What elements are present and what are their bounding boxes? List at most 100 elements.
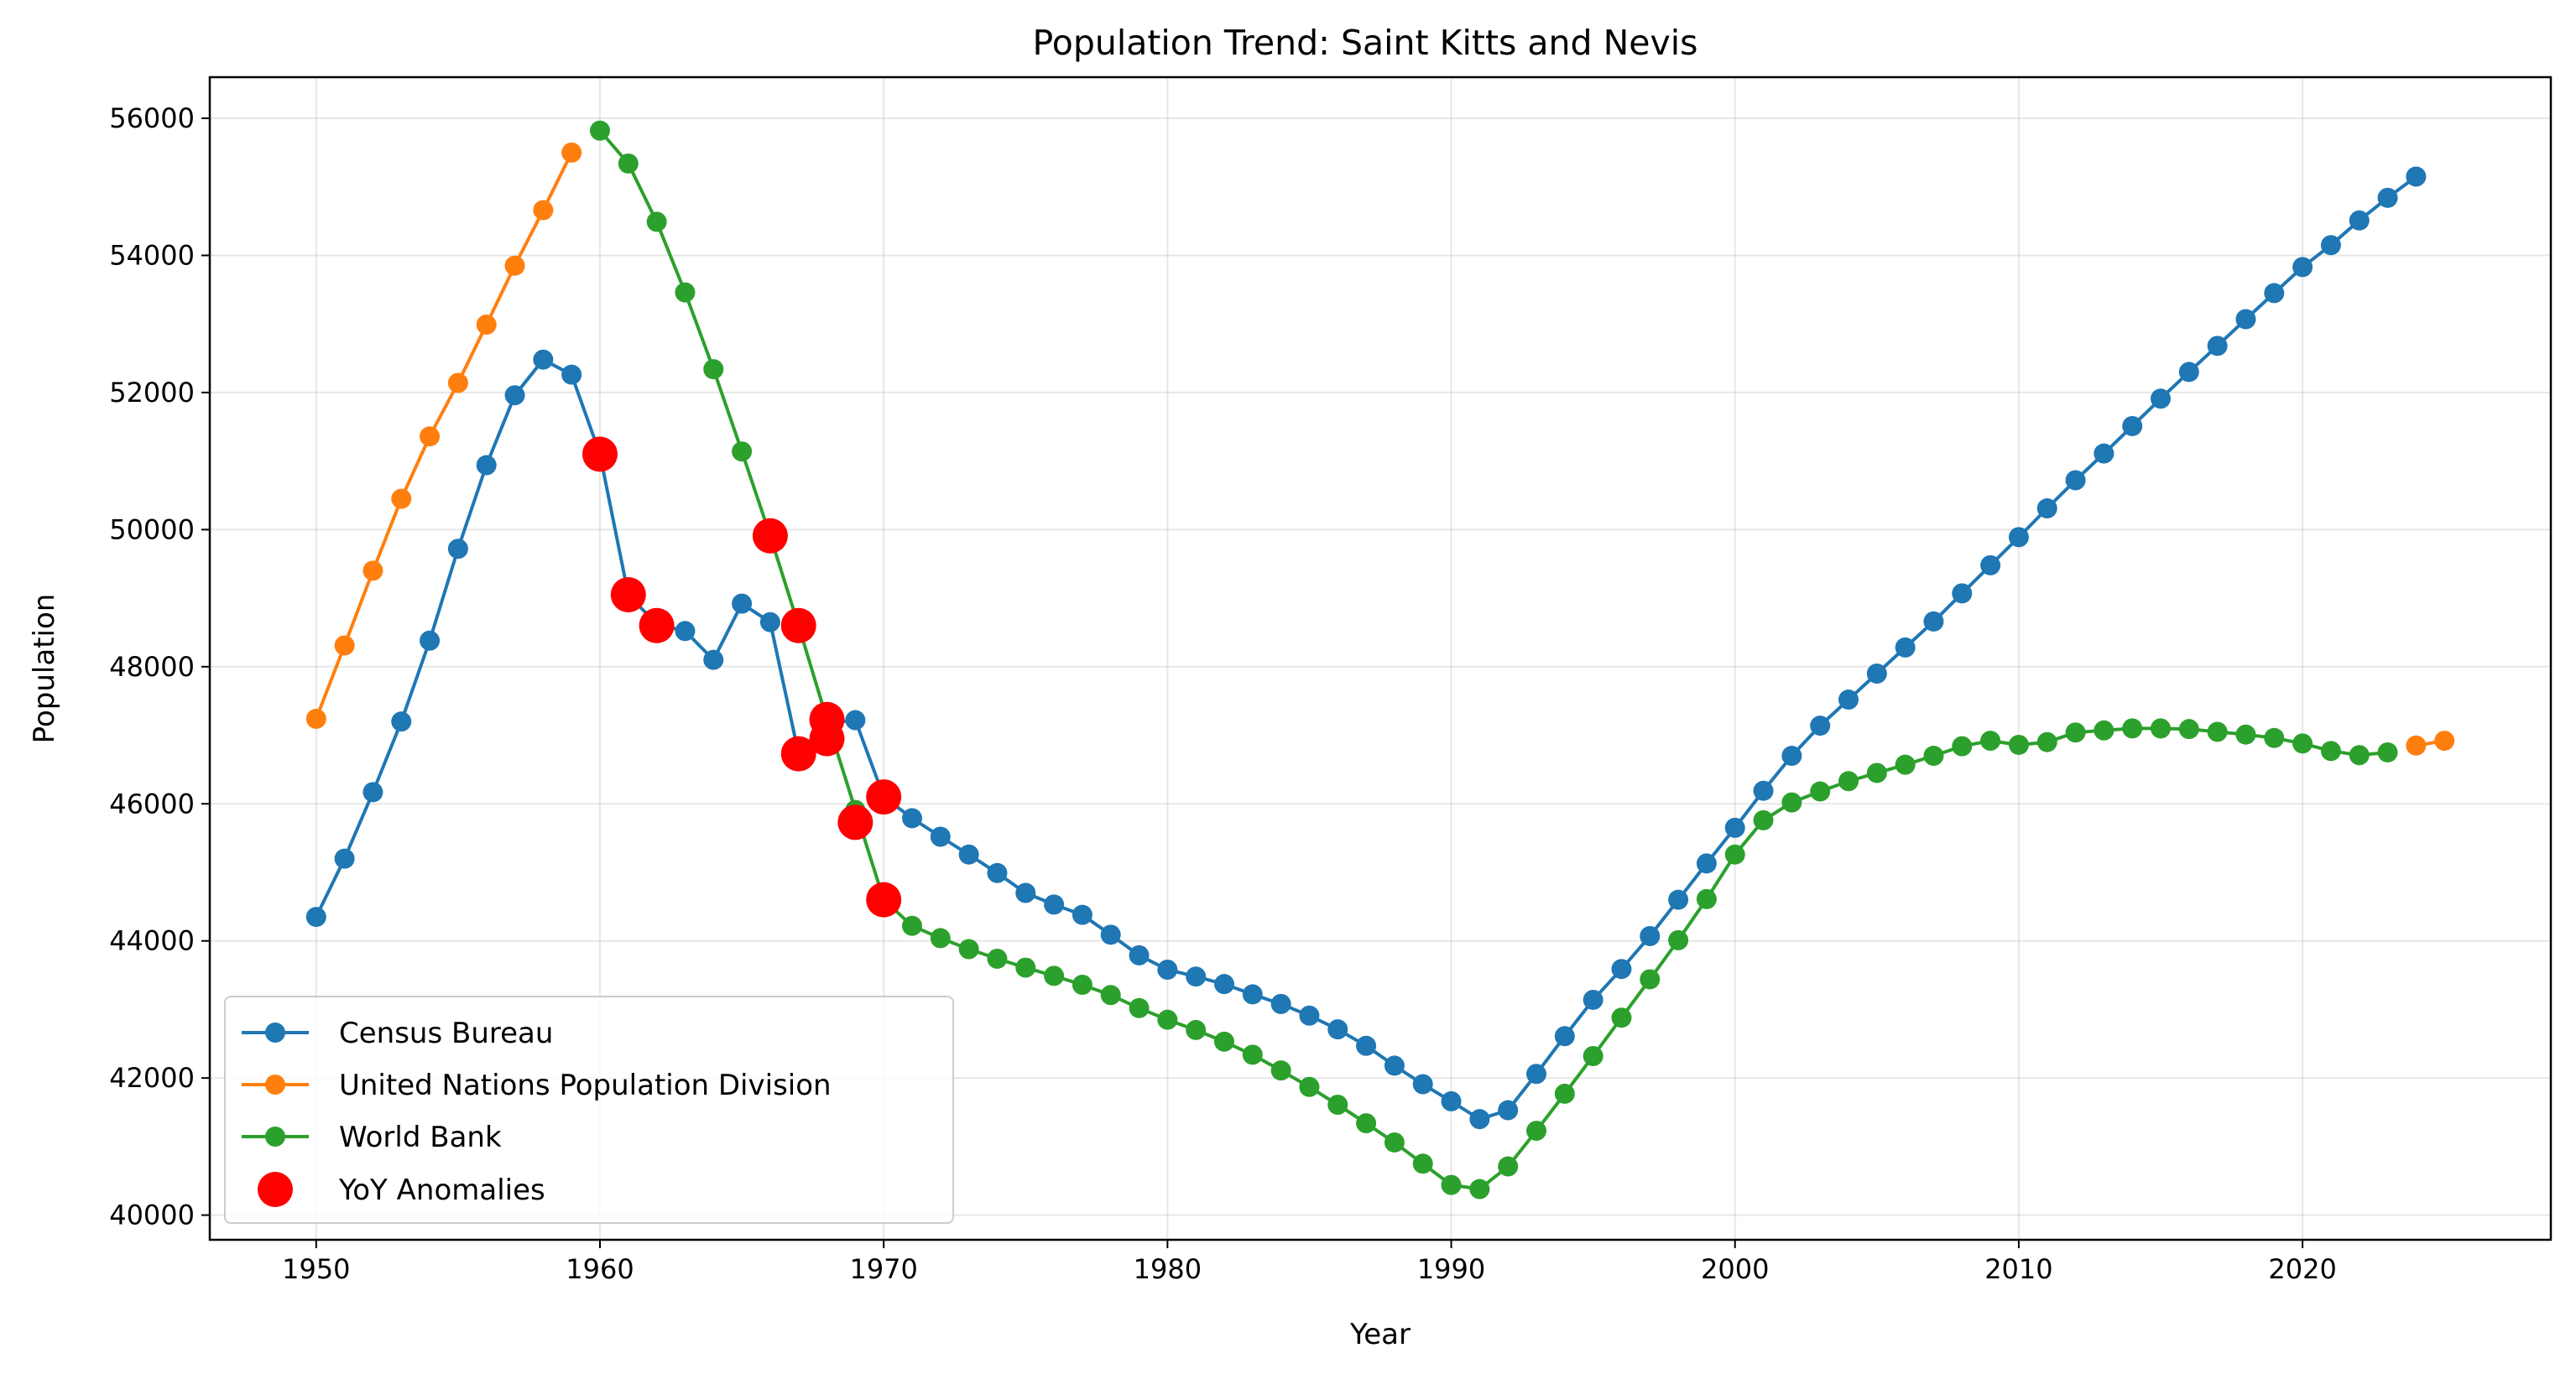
plot-frame xyxy=(208,75,2553,1241)
data-point xyxy=(590,120,610,141)
y-axis-title: Population xyxy=(28,594,61,744)
legend-item-united-nations-population-division: United Nations Population Division xyxy=(242,1069,832,1102)
data-point xyxy=(334,848,355,869)
data-point xyxy=(334,635,355,656)
data-point xyxy=(1044,894,1065,915)
legend-label: United Nations Population Division xyxy=(339,1069,832,1102)
data-point xyxy=(1583,989,1603,1010)
legend-item-census-bureau: Census Bureau xyxy=(242,1017,553,1050)
data-point xyxy=(1923,611,1944,632)
y-tick-label: 40000 xyxy=(109,1200,195,1231)
data-point xyxy=(1157,960,1178,981)
data-point xyxy=(1270,993,1291,1014)
data-point xyxy=(1554,1083,1575,1104)
data-point xyxy=(2264,727,2285,748)
data-point xyxy=(1072,904,1092,925)
data-point xyxy=(1980,554,2001,575)
data-point xyxy=(2065,722,2086,743)
data-point xyxy=(2406,166,2427,187)
data-point xyxy=(1100,924,1121,945)
data-point xyxy=(1412,1153,1433,1174)
data-point xyxy=(1611,1007,1632,1028)
data-point xyxy=(561,364,582,385)
data-point xyxy=(1356,1113,1377,1134)
data-point xyxy=(1526,1121,1546,1142)
data-point xyxy=(2178,719,2199,740)
data-point xyxy=(1299,1005,1320,1026)
data-point xyxy=(2377,187,2398,208)
data-point xyxy=(533,200,554,221)
data-point xyxy=(447,372,468,393)
data-point xyxy=(2207,336,2228,357)
data-point xyxy=(1214,974,1234,995)
data-point xyxy=(1412,1074,1433,1095)
data-point xyxy=(1611,959,1632,980)
data-point xyxy=(2320,741,2341,762)
data-point xyxy=(1696,853,1717,874)
data-point xyxy=(732,593,753,614)
data-point xyxy=(845,710,866,731)
legend-item-yoy-anomalies: YoY Anomalies xyxy=(258,1172,545,1207)
data-point xyxy=(1469,1179,1490,1200)
data-point xyxy=(1015,957,1036,978)
data-point xyxy=(1384,1055,1405,1076)
data-point xyxy=(2094,443,2115,464)
data-point xyxy=(2094,720,2115,741)
data-point xyxy=(2178,362,2199,383)
series-yoy-anomalies xyxy=(582,436,902,918)
data-point xyxy=(1384,1132,1405,1153)
data-point xyxy=(2292,257,2313,278)
data-point xyxy=(504,385,525,406)
data-point xyxy=(1895,754,1916,775)
data-point xyxy=(391,488,412,509)
chart-title: Population Trend: Saint Kitts and Nevis xyxy=(1032,23,1697,63)
data-point xyxy=(1441,1174,1462,1195)
legend: Census Bureau United Nations Population D… xyxy=(224,996,954,1224)
data-point xyxy=(447,539,468,559)
anomaly-point xyxy=(809,721,845,757)
data-point xyxy=(1980,731,2001,752)
data-point xyxy=(1640,969,1661,990)
data-point xyxy=(1526,1064,1546,1085)
data-point xyxy=(1157,1009,1178,1030)
data-point xyxy=(1441,1090,1462,1111)
y-tick-label: 42000 xyxy=(109,1062,195,1094)
data-point xyxy=(1810,781,1831,802)
data-point xyxy=(1838,690,1859,710)
data-point xyxy=(759,612,780,632)
anomaly-point xyxy=(780,736,816,772)
x-tick-label: 1990 xyxy=(1417,1253,1485,1285)
anomaly-point xyxy=(752,518,788,554)
data-point xyxy=(1923,746,1944,767)
y-tick-label: 48000 xyxy=(109,651,195,683)
data-point xyxy=(1242,984,1263,1005)
data-point xyxy=(1583,1045,1603,1066)
data-point xyxy=(2349,210,2370,231)
data-point xyxy=(1895,637,1916,658)
legend-marker xyxy=(265,1023,285,1043)
data-point xyxy=(930,928,951,949)
data-point xyxy=(2349,745,2370,766)
data-point xyxy=(1186,1019,1207,1040)
data-point xyxy=(476,455,497,476)
data-point xyxy=(2320,235,2341,256)
data-point xyxy=(1668,929,1689,950)
data-point xyxy=(1781,792,1802,813)
x-tick-label: 2010 xyxy=(1984,1253,2052,1285)
data-point xyxy=(2122,415,2143,436)
legend-marker xyxy=(265,1075,285,1095)
series-world-bank xyxy=(590,120,2398,1200)
data-point xyxy=(504,255,525,276)
data-point xyxy=(1214,1031,1234,1052)
data-point xyxy=(1781,746,1802,767)
data-point xyxy=(2207,721,2228,742)
data-point xyxy=(305,708,326,729)
data-point xyxy=(1044,965,1065,986)
data-point xyxy=(1952,583,1973,604)
anomaly-point xyxy=(866,882,902,918)
x-tick-label: 1970 xyxy=(849,1253,917,1285)
series-layer xyxy=(305,120,2455,1200)
data-point xyxy=(2036,731,2057,752)
data-point xyxy=(1668,889,1689,910)
